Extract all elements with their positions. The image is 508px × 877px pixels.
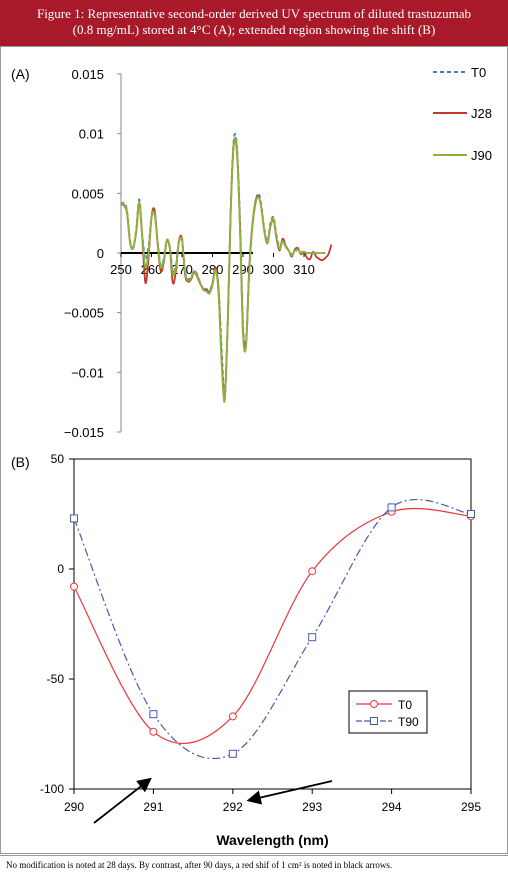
y-tick-label-a: 0	[97, 246, 104, 261]
plot-frame-b	[73, 458, 472, 790]
x-tick-label-b: 294	[382, 800, 402, 814]
x-tick-label-b: 290	[64, 800, 84, 814]
marker-t90	[228, 749, 237, 758]
legend-marker-t90	[370, 717, 378, 725]
legend-label-j90: J90	[471, 148, 492, 163]
figure-caption: Figure 1: Representative second-order de…	[0, 0, 508, 46]
marker-t0	[149, 727, 158, 736]
x-tick-label-a: 310	[293, 262, 315, 277]
y-tick-label-b: 0	[57, 562, 64, 576]
y-tick-label-b: 50	[51, 452, 65, 466]
marker-t0	[70, 582, 78, 591]
shift-arrow-left	[93, 777, 152, 824]
legend-label-t0: T0	[471, 65, 486, 80]
x-tick-label-b: 292	[223, 800, 243, 814]
figure-frame: (A) 0.015 0.01 0.005 0 −0.005 −0.01 −0.015 250 26…	[0, 46, 508, 854]
caption-line-2: (0.8 mg/mL) stored at 4°C (A); extended …	[72, 22, 436, 37]
x-tick-label-b: 293	[302, 800, 322, 814]
marker-t90	[70, 514, 78, 523]
x-tick-label-a: 300	[263, 262, 285, 277]
x-tick-label-a: 250	[110, 262, 132, 277]
marker-t90	[149, 710, 158, 719]
panel-label-a: (A)	[11, 66, 30, 82]
y-tick-label-a: −0.005	[64, 306, 104, 321]
y-tick-label-a: 0.005	[71, 186, 104, 201]
series-line-j90	[120, 136, 326, 403]
x-axis-title-b: Wavelength (nm)	[216, 832, 328, 848]
y-tick-label-a: −0.01	[71, 365, 104, 380]
legend-label-t0: T0	[398, 698, 412, 712]
marker-t90	[308, 633, 317, 642]
marker-t90	[467, 510, 475, 518]
y-tick-label-b: -50	[47, 672, 65, 686]
legend-marker-t0	[370, 700, 378, 708]
panel-label-b: (B)	[11, 454, 30, 470]
legend-label-j28: J28	[471, 106, 492, 121]
y-tick-label-b: -100	[40, 782, 64, 796]
marker-t0	[228, 712, 237, 721]
y-tick-label-a: 0.01	[79, 127, 104, 142]
marker-t0	[308, 567, 317, 576]
y-tick-label-a: −0.015	[64, 425, 104, 437]
caption-line-1: Figure 1: Representative second-order de…	[36, 6, 472, 21]
shift-arrow-right	[246, 780, 333, 805]
legend-box-b	[348, 690, 428, 734]
footer-note: No modification is noted at 28 days. By …	[0, 855, 508, 877]
legend-label-t90: T90	[398, 715, 419, 729]
x-tick-label-b: 291	[143, 800, 163, 814]
x-tick-label-b: 295	[461, 800, 481, 814]
x-tick-label-a: 280	[202, 262, 224, 277]
y-tick-label-a: 0.015	[71, 67, 104, 82]
marker-t90	[387, 503, 396, 512]
